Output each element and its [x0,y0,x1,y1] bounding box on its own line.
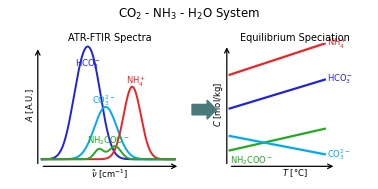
Y-axis label: $A$ [A.U.]: $A$ [A.U.] [25,88,36,122]
Text: NH$_2$COO$^-$: NH$_2$COO$^-$ [230,155,273,167]
X-axis label: $T$ [°C]: $T$ [°C] [282,168,308,180]
Title: ATR-FTIR Spectra: ATR-FTIR Spectra [68,33,152,43]
Y-axis label: $C$ [mol/kg]: $C$ [mol/kg] [212,82,225,127]
Text: CO$_2$ - NH$_3$ - H$_2$O System: CO$_2$ - NH$_3$ - H$_2$O System [118,6,260,22]
Text: CO$_3^{2-}$: CO$_3^{2-}$ [327,147,350,162]
Title: Equilibrium Speciation: Equilibrium Speciation [240,33,350,43]
Text: NH$_2$COO$^-$: NH$_2$COO$^-$ [87,134,130,147]
Text: NH$_4^+$: NH$_4^+$ [327,36,347,51]
Text: HCO$_3^-$: HCO$_3^-$ [75,58,101,71]
X-axis label: $\tilde{\nu}$ [cm$^{-1}$]: $\tilde{\nu}$ [cm$^{-1}$] [91,168,128,181]
Text: HCO$_3^-$: HCO$_3^-$ [327,73,353,86]
Text: NH$_4^+$: NH$_4^+$ [126,75,146,89]
Text: CO$_3^{2-}$: CO$_3^{2-}$ [92,94,116,108]
